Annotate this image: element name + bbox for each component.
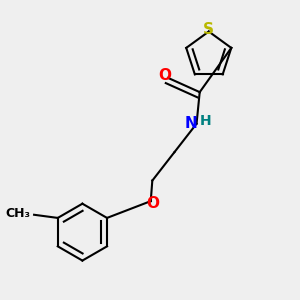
- Text: S: S: [203, 22, 214, 38]
- Text: CH₃: CH₃: [5, 207, 30, 220]
- Text: H: H: [200, 114, 212, 128]
- Text: O: O: [158, 68, 171, 83]
- Text: O: O: [146, 196, 159, 211]
- Text: N: N: [184, 116, 197, 131]
